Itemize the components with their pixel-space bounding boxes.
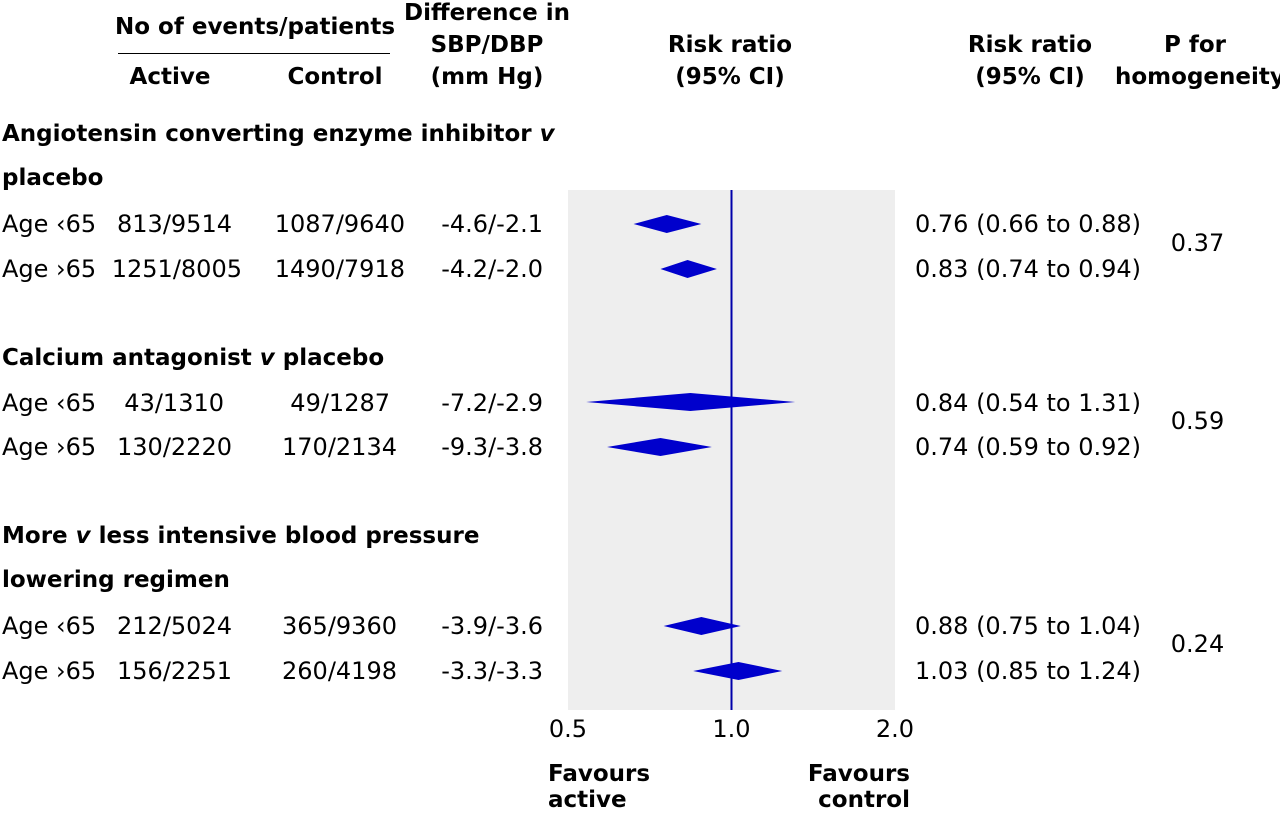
row-rr-text: 1.03 (0.85 to 1.24) bbox=[915, 657, 1142, 685]
row-diff: -3.9/-3.6 bbox=[441, 612, 543, 640]
row-rr-text: 0.76 (0.66 to 0.88) bbox=[915, 210, 1142, 238]
row-control: 1490/7918 bbox=[274, 255, 405, 283]
group-title-part: Angiotensin converting enzyme inhibitor bbox=[2, 121, 540, 147]
row-control: 49/1287 bbox=[290, 389, 390, 417]
row-active: 43/1310 bbox=[124, 389, 224, 417]
p-value: 0.24 bbox=[1170, 630, 1225, 658]
row-control: 1087/9640 bbox=[274, 210, 405, 238]
row-label: Age ‹65 bbox=[2, 389, 97, 417]
header-rr-plot-line1: Risk ratio bbox=[667, 32, 793, 58]
header-events: No of events/patients bbox=[114, 14, 396, 40]
row-diff: -9.3/-3.8 bbox=[441, 433, 543, 461]
row-rr-text: 0.74 (0.59 to 0.92) bbox=[915, 433, 1142, 461]
risk-ratio-diamond bbox=[693, 662, 783, 680]
row-diff: -3.3/-3.3 bbox=[441, 657, 543, 685]
row-control: 365/9360 bbox=[282, 612, 397, 640]
favours-active-line1: Favours bbox=[548, 761, 651, 787]
header-difference-line2: SBP/DBP bbox=[430, 32, 544, 58]
row-active: 156/2251 bbox=[117, 657, 232, 685]
header-rule bbox=[118, 53, 390, 54]
row-label: Age ›65 bbox=[2, 657, 97, 685]
row-active: 813/9514 bbox=[117, 210, 232, 238]
risk-ratio-diamond bbox=[607, 438, 712, 456]
header-rr-text-line2: (95% CI) bbox=[975, 64, 1085, 90]
x-tick-label: 1.0 bbox=[712, 715, 750, 743]
risk-ratio-diamond bbox=[586, 393, 796, 411]
group-title: Calcium antagonist v placebo bbox=[2, 336, 384, 380]
row-diff: -4.6/-2.1 bbox=[441, 210, 543, 238]
row-control: 170/2134 bbox=[282, 433, 397, 461]
header-p-line2: homogeneity bbox=[1115, 64, 1280, 90]
risk-ratio-diamond bbox=[660, 260, 717, 278]
header-p-line1: P for bbox=[1163, 32, 1226, 58]
row-label: Age ›65 bbox=[2, 255, 97, 283]
group-title-part: placebo bbox=[274, 345, 385, 371]
row-control: 260/4198 bbox=[282, 657, 397, 685]
group-title-v: v bbox=[259, 345, 275, 371]
group-title-cont: lowering regimen bbox=[2, 567, 230, 593]
row-active: 130/2220 bbox=[117, 433, 232, 461]
favours-control-line2: control bbox=[818, 787, 910, 813]
risk-ratio-diamond bbox=[633, 215, 702, 233]
row-label: Age ‹65 bbox=[2, 612, 97, 640]
p-value: 0.37 bbox=[1170, 229, 1225, 257]
favours-active-line2: active bbox=[548, 787, 627, 813]
group-title-cont: placebo bbox=[2, 165, 104, 191]
p-value: 0.59 bbox=[1170, 407, 1225, 435]
group-title-v: v bbox=[75, 523, 91, 549]
group-title-part: Calcium antagonist bbox=[2, 345, 260, 371]
group-title-part: More bbox=[2, 523, 76, 549]
group-title: Angiotensin converting enzyme inhibitor … bbox=[2, 112, 555, 156]
row-label: Age ›65 bbox=[2, 433, 97, 461]
header-active: Active bbox=[129, 64, 211, 90]
risk-ratio-diamond bbox=[663, 617, 741, 635]
row-label: Age ‹65 bbox=[2, 210, 97, 238]
header-rr-plot-line2: (95% CI) bbox=[675, 64, 785, 90]
x-tick-label: 2.0 bbox=[876, 715, 914, 743]
header-difference-line3: (mm Hg) bbox=[430, 64, 544, 90]
header-difference-line1: Difference in bbox=[403, 0, 571, 26]
favours-control-line1: Favours bbox=[807, 761, 910, 787]
row-rr-text: 0.83 (0.74 to 0.94) bbox=[915, 255, 1142, 283]
row-diff: -7.2/-2.9 bbox=[441, 389, 543, 417]
header-rr-text-line1: Risk ratio bbox=[967, 32, 1093, 58]
x-tick-label: 0.5 bbox=[549, 715, 587, 743]
header-control: Control bbox=[287, 64, 383, 90]
group-title-v: v bbox=[539, 121, 555, 147]
row-active: 1251/8005 bbox=[111, 255, 242, 283]
group-title-part: less intensive blood pressure bbox=[90, 523, 480, 549]
row-active: 212/5024 bbox=[117, 612, 232, 640]
row-diff: -4.2/-2.0 bbox=[441, 255, 543, 283]
row-rr-text: 0.84 (0.54 to 1.31) bbox=[915, 389, 1142, 417]
row-rr-text: 0.88 (0.75 to 1.04) bbox=[915, 612, 1142, 640]
group-title: More v less intensive blood pressure bbox=[2, 514, 479, 558]
